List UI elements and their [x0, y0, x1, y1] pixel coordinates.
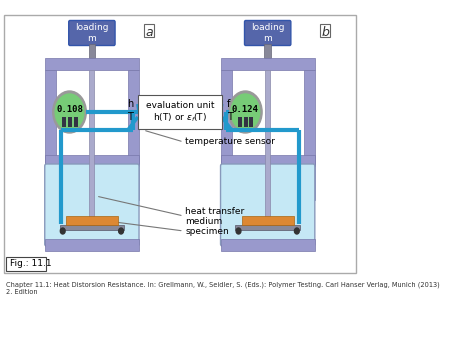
Text: h(T) or $\varepsilon_f$(T): h(T) or $\varepsilon_f$(T) — [153, 112, 207, 124]
Bar — [249, 117, 253, 127]
Text: Fig.: 11.1: Fig.: 11.1 — [9, 260, 51, 268]
FancyBboxPatch shape — [45, 164, 139, 246]
Bar — [220, 70, 232, 200]
Bar — [138, 95, 222, 129]
Circle shape — [53, 91, 86, 133]
Text: T: T — [127, 112, 133, 122]
Text: T: T — [226, 112, 232, 122]
Bar — [242, 216, 294, 225]
FancyBboxPatch shape — [69, 21, 115, 46]
Bar — [6, 257, 46, 271]
Text: h: h — [127, 99, 133, 109]
Text: loading
m: loading m — [251, 23, 284, 43]
Bar — [68, 117, 72, 127]
Bar — [45, 58, 139, 70]
Circle shape — [231, 94, 260, 130]
Bar — [45, 239, 139, 251]
Text: Chapter 11.1: Heat Distorsion Resistance. In: Grellmann, W., Seidler, S. (Eds.):: Chapter 11.1: Heat Distorsion Resistance… — [5, 281, 439, 295]
FancyBboxPatch shape — [220, 164, 315, 246]
Bar — [266, 70, 270, 229]
Bar — [128, 70, 139, 200]
Text: a: a — [145, 26, 153, 39]
Bar — [304, 70, 315, 200]
Text: specimen: specimen — [185, 226, 229, 236]
Bar — [45, 70, 56, 200]
Bar — [220, 239, 315, 251]
FancyBboxPatch shape — [244, 21, 291, 46]
Bar — [63, 117, 66, 127]
Circle shape — [294, 228, 299, 234]
Bar — [238, 117, 242, 127]
Bar — [265, 44, 271, 58]
Circle shape — [60, 228, 65, 234]
Bar — [59, 225, 124, 230]
Circle shape — [119, 228, 123, 234]
Bar — [90, 70, 94, 229]
Bar — [235, 225, 300, 230]
Bar — [4, 15, 356, 273]
Circle shape — [55, 94, 84, 130]
Text: temperature sensor: temperature sensor — [185, 138, 275, 146]
Text: evaluation unit: evaluation unit — [145, 100, 214, 110]
Bar — [244, 117, 248, 127]
Bar — [66, 216, 118, 225]
Bar — [45, 155, 139, 166]
Bar — [73, 117, 77, 127]
Bar — [89, 44, 95, 58]
Text: heat transfer: heat transfer — [185, 207, 245, 216]
Text: 0.108: 0.108 — [56, 105, 83, 115]
Circle shape — [236, 228, 241, 234]
Bar — [220, 58, 315, 70]
Text: b: b — [321, 26, 329, 39]
Text: 0.124: 0.124 — [232, 105, 259, 115]
Text: f: f — [226, 99, 230, 109]
Bar — [220, 155, 315, 166]
Text: medium: medium — [185, 217, 223, 226]
Circle shape — [229, 91, 262, 133]
Text: loading
m: loading m — [75, 23, 108, 43]
